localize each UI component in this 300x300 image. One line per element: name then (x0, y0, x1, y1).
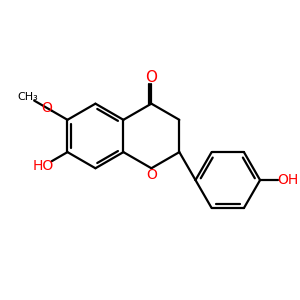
Text: HO: HO (32, 159, 54, 173)
Text: O: O (146, 168, 157, 182)
Text: OH: OH (278, 173, 299, 187)
Text: CH₃: CH₃ (17, 92, 38, 102)
Text: O: O (41, 101, 52, 115)
Text: O: O (146, 70, 158, 85)
